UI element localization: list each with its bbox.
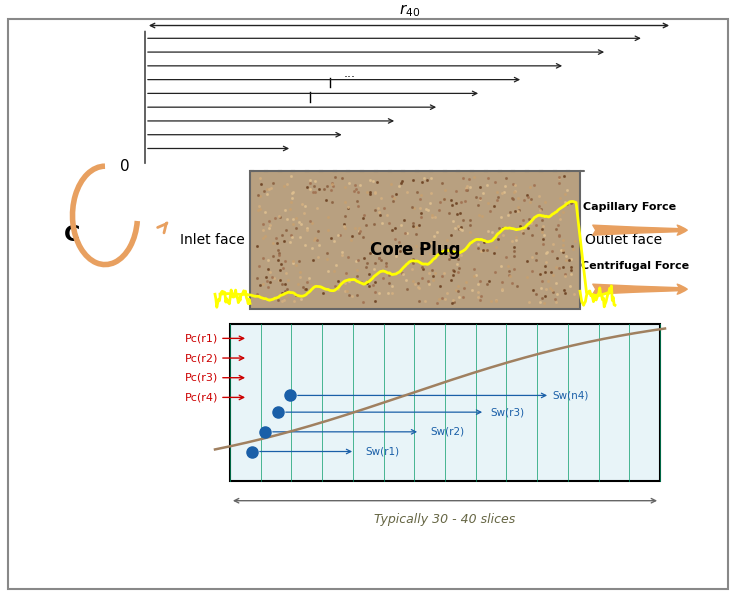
Text: Outlet face: Outlet face (585, 233, 662, 247)
Text: Sw(r3): Sw(r3) (490, 407, 524, 417)
Text: ...: ... (344, 67, 356, 80)
Text: Pc(r1): Pc(r1) (184, 333, 218, 343)
Text: Sw(r1): Sw(r1) (365, 446, 399, 457)
Text: Pc(r4): Pc(r4) (184, 393, 218, 402)
Text: Sw(n4): Sw(n4) (552, 390, 589, 400)
Text: Pc(r2): Pc(r2) (184, 353, 218, 363)
Text: Inlet face: Inlet face (180, 233, 245, 247)
Text: Core Plug: Core Plug (370, 241, 460, 259)
Text: 0: 0 (121, 159, 130, 174)
Text: C: C (64, 225, 80, 245)
Text: Sw(r2): Sw(r2) (430, 427, 464, 437)
Text: Capillary Force: Capillary Force (584, 202, 676, 213)
Text: Pc(r3): Pc(r3) (184, 373, 218, 383)
FancyBboxPatch shape (250, 171, 580, 309)
FancyBboxPatch shape (230, 324, 660, 481)
Text: $r_{40}$: $r_{40}$ (399, 2, 420, 19)
Text: Typically 30 - 40 slices: Typically 30 - 40 slices (374, 513, 516, 525)
Text: Centrifugal Force: Centrifugal Force (581, 262, 689, 271)
